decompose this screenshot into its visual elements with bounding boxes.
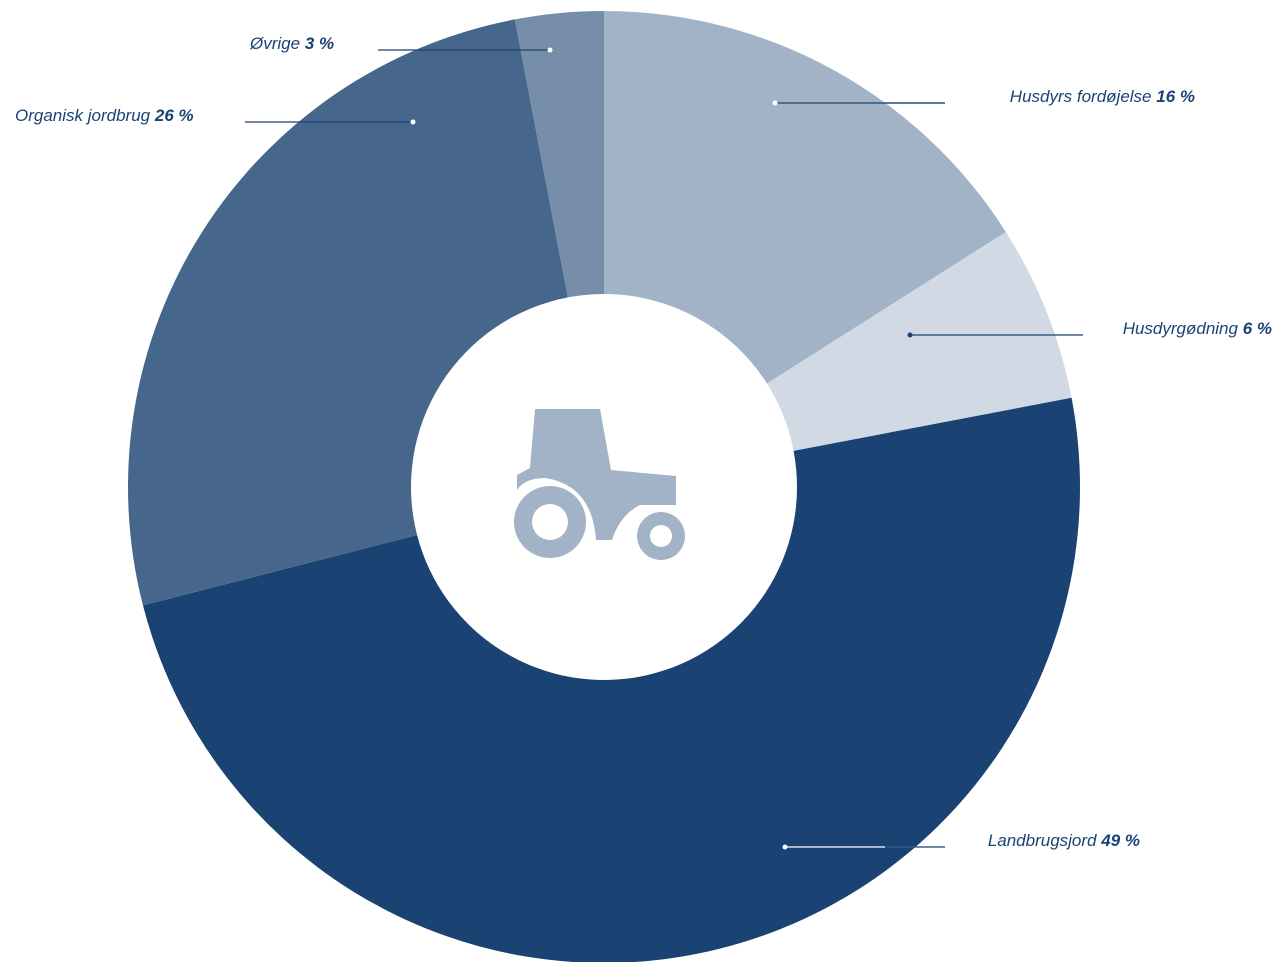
- leader-dot: [410, 119, 416, 125]
- value-label: 16 %: [1156, 87, 1195, 106]
- value-label: 6 %: [1243, 319, 1272, 338]
- category-name: Husdyrgødning: [1123, 319, 1239, 338]
- leader-dot: [782, 844, 788, 850]
- donut-slice: [142, 397, 1081, 962]
- category-name: Øvrige: [249, 34, 300, 53]
- value-label: 26 %: [154, 106, 194, 125]
- tractor-icon: [514, 409, 685, 560]
- leader-dot: [772, 100, 778, 106]
- donut-slice: [514, 11, 604, 298]
- slice-label: Husdyrs fordøjelse 16 %: [1010, 87, 1195, 106]
- category-name: Husdyrs fordøjelse: [1010, 87, 1152, 106]
- category-name: Organisk jordbrug: [15, 106, 151, 125]
- slice-label: Øvrige 3 %: [249, 34, 334, 53]
- slice-label: Organisk jordbrug 26 %: [15, 106, 194, 125]
- leader-dot: [907, 332, 913, 338]
- slice-label: Landbrugsjord 49 %: [988, 831, 1140, 850]
- donut-slice: [766, 231, 1072, 451]
- value-label: 3 %: [305, 34, 334, 53]
- labels: Husdyrs fordøjelse 16 % Husdyrgødning 6 %…: [15, 34, 1272, 850]
- category-name: Landbrugsjord: [988, 831, 1097, 850]
- leader-dot: [547, 47, 553, 53]
- value-label: 49 %: [1100, 831, 1140, 850]
- donut: [127, 11, 1081, 962]
- donut-slice: [127, 19, 568, 606]
- slice-label: Husdyrgødning 6 %: [1123, 319, 1272, 338]
- donut-slice: [604, 11, 1006, 384]
